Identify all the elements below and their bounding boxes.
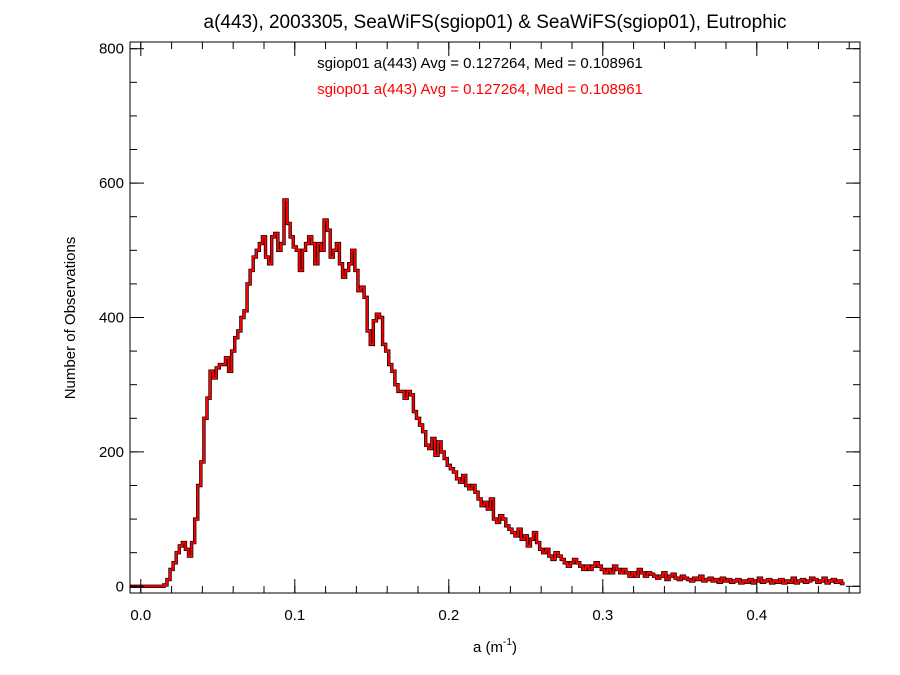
axis-ticks: 0.0 0.1 0.2 0.3 0.4 0 200 400 600 800 xyxy=(99,41,860,624)
y-tick-label: 800 xyxy=(99,41,124,58)
y-tick-label: 0 xyxy=(116,578,124,595)
x-tick-label: 0.3 xyxy=(592,607,613,624)
y-tick-label: 400 xyxy=(99,310,124,327)
chart-title: a(443), 2003305, SeaWiFS(sgiop01) & SeaW… xyxy=(204,12,787,33)
legend-annotations: sgiop01 a(443) Avg = 0.127264, Med = 0.1… xyxy=(317,55,643,98)
histogram-series-2 xyxy=(130,198,845,588)
y-axis-title: Number of Observations xyxy=(62,237,79,400)
histogram-series-1 xyxy=(130,198,845,588)
annotation-black: sgiop01 a(443) Avg = 0.127264, Med = 0.1… xyxy=(317,55,643,72)
annotation-red: sgiop01 a(443) Avg = 0.127264, Med = 0.1… xyxy=(317,81,643,98)
y-tick-label: 200 xyxy=(99,444,124,461)
x-tick-label: 0.1 xyxy=(284,607,305,624)
x-axis-title: a (m-1) xyxy=(473,637,517,656)
series-layer xyxy=(130,198,845,588)
x-tick-label: 0.2 xyxy=(438,607,459,624)
x-tick-label: 0.4 xyxy=(746,607,767,624)
y-tick-label: 600 xyxy=(99,175,124,192)
x-tick-label: 0.0 xyxy=(130,607,151,624)
